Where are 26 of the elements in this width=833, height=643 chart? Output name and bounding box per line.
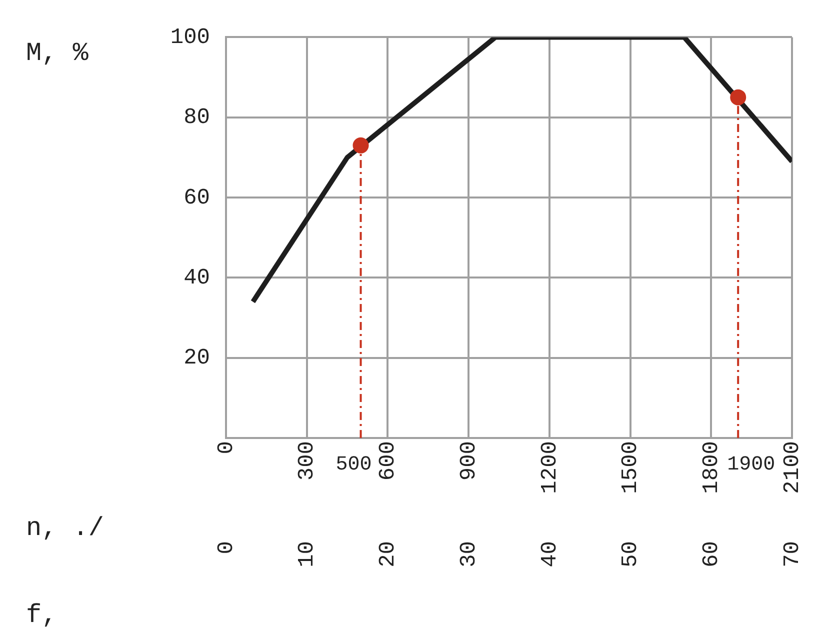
x2-axis-title: f,: [26, 600, 58, 630]
x2-tick-label: 70: [780, 541, 805, 568]
x-tick-label: 1200: [537, 441, 562, 494]
ref-line-label: 500: [336, 453, 372, 476]
y-tick-label: 100: [170, 25, 210, 50]
x2-tick-label: 50: [618, 541, 644, 568]
x-tick-label: 1800: [698, 441, 724, 494]
x2-tick-label: 60: [698, 541, 724, 568]
x-axis-title: n, ./: [26, 512, 104, 543]
x2-tick-label: 40: [537, 541, 562, 568]
y-tick-label: 40: [184, 266, 210, 291]
y-axis-title: M, %: [26, 38, 89, 68]
x2-tick-label: 30: [456, 541, 482, 568]
x2-tick-label: 20: [376, 541, 401, 568]
ref-line-label: 1900: [727, 453, 776, 476]
x2-tick-label: 0: [214, 541, 239, 554]
x-tick-label: 300: [294, 441, 320, 481]
x2-tick-label: 10: [294, 541, 320, 568]
x-tick-label: 0: [214, 441, 239, 454]
y-tick-label: 60: [184, 185, 210, 210]
y-tick-label: 80: [184, 105, 210, 130]
x-tick-label: 1500: [618, 441, 644, 494]
x-tick-label: 900: [456, 441, 482, 481]
x-tick-label: 2100: [780, 441, 805, 494]
x-tick-label: 600: [376, 441, 401, 481]
y-tick-label: 20: [184, 346, 210, 371]
